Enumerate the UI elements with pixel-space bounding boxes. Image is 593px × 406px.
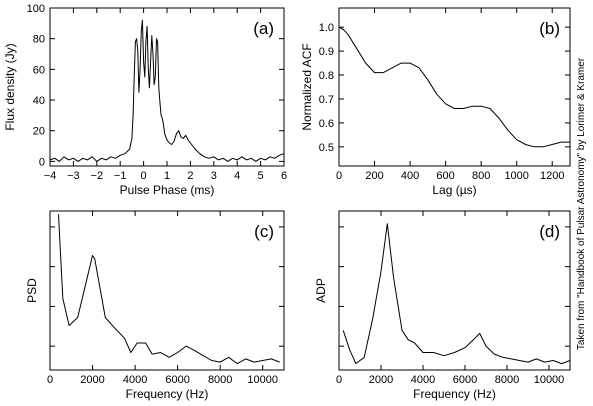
y-tick-label: 60 bbox=[33, 64, 45, 76]
x-tick-label: −1 bbox=[114, 170, 127, 182]
plot-frame bbox=[49, 7, 285, 167]
x-tick-label: 1 bbox=[164, 170, 170, 182]
y-tick-label: 20 bbox=[33, 126, 45, 138]
y-tick-label: 40 bbox=[33, 95, 45, 107]
x-tick-label: 400 bbox=[401, 170, 419, 182]
x-tick-label: −2 bbox=[91, 170, 104, 182]
panel-c: 0 2000 4000 6000 8000 10000 Frequency (Hz) PSD (… bbox=[25, 210, 285, 401]
y-axis-label: Normalized ACF bbox=[300, 43, 314, 130]
x-tick-label: 1200 bbox=[540, 170, 564, 182]
y-tick-label: 1.0 bbox=[319, 22, 334, 34]
x-tick-label: 4000 bbox=[411, 374, 435, 386]
panel-tag: (a) bbox=[253, 19, 274, 38]
plot-frame bbox=[49, 210, 285, 371]
x-tick-label: 6000 bbox=[453, 374, 477, 386]
x-tick-label: 10000 bbox=[534, 374, 565, 386]
x-axis-label: Frequency (Hz) bbox=[126, 387, 209, 401]
x-tick-label: 0 bbox=[141, 170, 147, 182]
x-tick-label: 1000 bbox=[504, 170, 528, 182]
x-tick-label: 6 bbox=[281, 170, 287, 182]
plot-frame bbox=[338, 7, 571, 167]
x-tick-label: 2000 bbox=[80, 374, 104, 386]
plot-frame bbox=[338, 210, 571, 371]
x-tick-label: 10000 bbox=[247, 374, 278, 386]
x-tick-label: 4000 bbox=[123, 374, 147, 386]
y-tick-label: 100 bbox=[27, 3, 45, 15]
x-tick-label: 0 bbox=[336, 374, 342, 386]
credit-text: Taken from "Handbook of Pulsar Astronomy… bbox=[576, 57, 587, 350]
series-line-a bbox=[49, 19, 285, 162]
panel-tag: (c) bbox=[254, 222, 274, 241]
x-tick-label: 3 bbox=[211, 170, 217, 182]
y-tick-label: 0.5 bbox=[319, 142, 334, 154]
panel-tag: (d) bbox=[539, 222, 560, 241]
x-tick-label: 200 bbox=[365, 170, 383, 182]
x-tick-label: 8000 bbox=[495, 374, 519, 386]
y-axis-label: PSD bbox=[25, 278, 39, 303]
series-line-b bbox=[338, 26, 570, 148]
y-axis-label: ADP bbox=[314, 278, 328, 303]
series-line-c bbox=[58, 214, 280, 365]
x-tick-label: 800 bbox=[472, 170, 490, 182]
x-tick-label: 600 bbox=[436, 170, 454, 182]
x-tick-label: −3 bbox=[67, 170, 80, 182]
y-axis-label: Flux density (Jy) bbox=[3, 43, 17, 130]
x-tick-label: 6000 bbox=[165, 374, 189, 386]
x-axis-label: Frequency (Hz) bbox=[413, 387, 496, 401]
x-tick-label: 5 bbox=[258, 170, 264, 182]
x-axis-label: Pulse Phase (ms) bbox=[120, 183, 215, 197]
x-axis-label: Lag (µs) bbox=[432, 183, 476, 197]
x-tick-label: 4 bbox=[234, 170, 240, 182]
x-tick-label: 0 bbox=[336, 170, 342, 182]
x-tick-label: 2000 bbox=[369, 374, 393, 386]
panel-b: 0 200 400 600 800 1000 1200 0.5 0.6 0.7 0.8 0.9 1.0 L… bbox=[300, 7, 571, 197]
y-tick-label: 0 bbox=[39, 156, 45, 168]
x-tick-label: 2 bbox=[187, 170, 193, 182]
y-tick-label: 0.8 bbox=[319, 70, 334, 82]
y-tick-label: 0.7 bbox=[319, 94, 334, 106]
x-tick-label: 0 bbox=[47, 374, 53, 386]
x-tick-label: −4 bbox=[44, 170, 57, 182]
series-line-d bbox=[342, 223, 571, 365]
panel-d: 0 2000 4000 6000 8000 10000 Frequency (Hz) ADP (… bbox=[314, 210, 571, 401]
panel-tag: (b) bbox=[539, 19, 560, 38]
y-tick-label: 0.9 bbox=[319, 46, 334, 58]
y-tick-label: 0.6 bbox=[319, 118, 334, 130]
x-tick-label: 8000 bbox=[208, 374, 232, 386]
y-tick-label: 80 bbox=[33, 34, 45, 46]
